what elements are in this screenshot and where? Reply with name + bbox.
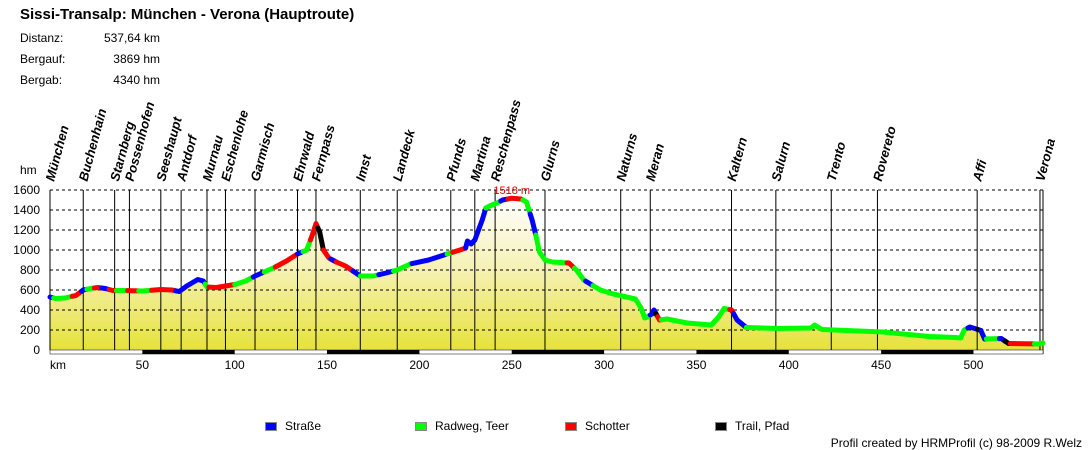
waypoint-label: Kaltern [724,136,750,183]
credit-text: Profil created by HRMProfil (c) 98-2009 … [830,436,1082,450]
y-tick-label: 800 [20,263,40,277]
route-segment-radweg [232,274,256,287]
stat-label: Distanz: [20,31,64,45]
y-tick-label: 1400 [13,203,40,217]
legend-trail: Trail, Pfad [715,419,789,433]
route-segment-strasse [730,310,749,330]
route-segment-radweg [1031,340,1046,347]
route-segment-radweg [520,197,533,217]
route-segment-strasse [173,277,208,294]
x-tick-label: 350 [686,358,706,372]
route-segment-radweg [533,232,570,266]
y-tick-label: 600 [20,283,40,297]
x-axis-band-segment [881,350,974,354]
legend-swatch [565,421,577,431]
waypoint-label: Salurn [768,140,793,183]
route-segment-radweg [51,293,75,301]
route-segment-schotter [206,282,238,290]
y-tick-label: 200 [20,323,40,337]
route-segment-strasse [409,251,450,267]
x-axis-band-segment [696,350,789,354]
stat-value: 4340 hm [113,73,160,87]
y-tick-label: 1600 [13,183,40,197]
route-segment-radweg [300,237,313,255]
x-tick-label: 300 [594,358,614,372]
x-tick-label: 200 [409,358,429,372]
route-segment-schotter [272,251,300,270]
waypoint-label: Glurns [537,138,562,182]
route-segment-trail [315,225,326,253]
x-tick-label: 500 [963,358,983,372]
legend-radweg: Radweg, Teer [415,419,509,433]
route-segment-strasse [527,211,539,238]
route-segment-strasse [376,268,396,278]
x-tick-label: 100 [225,358,245,372]
waypoint-label: Buchenhain [76,107,110,183]
x-tick-label: 50 [136,358,150,372]
legend-swatch [265,421,277,431]
waypoint-label: München [42,124,71,183]
max-elevation-label: 1518 m [493,185,530,197]
route-segment-radweg [590,283,653,321]
x-tick-label: 250 [502,358,522,372]
profile-area [50,198,1043,350]
waypoint-label: Pfunds [443,136,469,182]
route-segment-radweg [136,287,155,294]
waypoint-label: Verona [1032,137,1058,183]
y-tick-label: 0 [33,343,40,357]
legend-label: Straße [285,419,322,433]
route-segment-schotter [564,260,577,271]
legend-swatch [415,421,427,431]
page-title: Sissi-Transalp: München - Verona (Hauptr… [20,6,355,23]
stat-label: Bergauf: [20,52,66,66]
legend-strasse: Straße [265,419,321,433]
x-axis-band-segment [511,350,605,354]
stat-value: 537,64 km [103,31,160,45]
legend-label: Schotter [585,419,630,433]
x-tick-label: 450 [871,358,891,372]
legend-schotter: Schotter [565,419,630,433]
stat-value: 3869 hm [113,52,160,66]
x-axis-label: km [50,358,66,372]
stat-distance: Distanz: 537,64 km [20,31,160,45]
waypoint-label: Affi [969,158,989,184]
legend-swatch [715,421,727,431]
route-segment-schotter [149,287,179,294]
route-segment-strasse [250,269,267,280]
waypoint-label: Fernpass [308,123,337,183]
y-tick-label: 1200 [13,223,40,237]
route-segment-strasse [463,205,489,251]
legend-label: Trail, Pfad [735,419,790,433]
x-tick-label: 400 [779,358,799,372]
route-segment-strasse [965,324,980,332]
stat-descent: Bergab: 4340 hm [20,73,160,87]
route-segment-radweg [743,322,971,341]
y-tick-label: 400 [20,303,40,317]
waypoint-label: Meran [643,142,667,183]
x-axis-band-segment [142,350,235,354]
waypoint-label: Rovereto [870,124,899,182]
route-segment-schotter [333,259,356,274]
x-axis-band-segment [327,350,420,354]
stat-ascent: Bergauf: 3869 hm [20,52,160,66]
y-tick-label: 1000 [13,243,40,257]
y-axis-label: hm [20,163,37,177]
waypoint-label: Garmisch [247,121,277,183]
waypoint-label: Imst [353,152,375,182]
route-segment-radweg [658,306,733,328]
stat-label: Bergab: [20,73,63,87]
waypoint-label: Trento [824,140,849,183]
waypoint-label: Naturns [613,131,640,182]
x-tick-label: 150 [317,358,337,372]
legend-label: Radweg, Teer [435,419,509,433]
route-segment-radweg [357,272,382,279]
waypoint-label: Landeck [390,127,418,183]
